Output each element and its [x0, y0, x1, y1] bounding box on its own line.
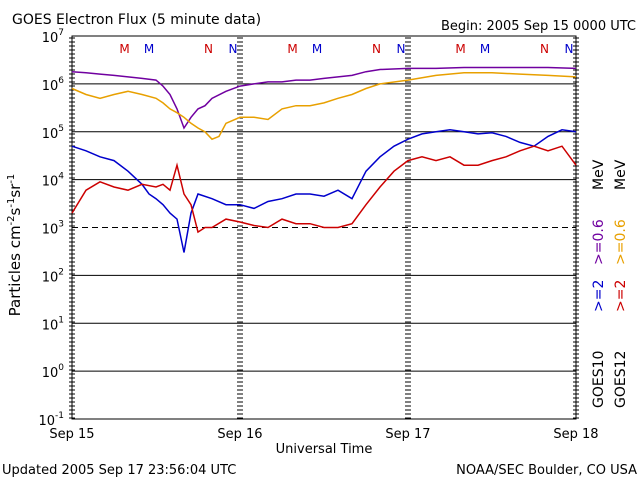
local-time-marker: N — [397, 42, 406, 56]
legend-goes10-06mev: >=0.6 — [591, 219, 607, 265]
legend-mev-1: MeV — [591, 159, 607, 190]
x-tick-label: Sep 18 — [553, 427, 598, 442]
x-tick-label: Sep 17 — [385, 427, 430, 442]
x-tick-label: Sep 15 — [49, 427, 94, 442]
local-time-marker: N — [204, 42, 213, 56]
local-time-marker: M — [312, 42, 322, 56]
local-time-marker: N — [565, 42, 574, 56]
x-axis-tick-labels: Sep 15 Sep 16 Sep 17 Sep 18 — [49, 427, 598, 442]
legend-mev-2: MeV — [613, 159, 629, 190]
legend-goes10-2mev: >=2 — [591, 280, 607, 312]
local-time-marker: M — [455, 42, 465, 56]
series-line-3 — [71, 145, 577, 234]
y-tick-label: 105 — [42, 124, 64, 142]
legend-goes12-06mev: >=0.6 — [613, 219, 629, 265]
local-time-marker: N — [229, 42, 238, 56]
updated-label: Updated 2005 Sep 17 23:56:04 UTC — [2, 463, 236, 478]
y-tick-label: 102 — [42, 267, 64, 285]
y-tick-label: 103 — [42, 220, 64, 238]
local-time-marker: N — [372, 42, 381, 56]
series-line-2 — [71, 129, 577, 253]
series-line-0 — [71, 66, 577, 130]
x-axis-label: Universal Time — [276, 442, 373, 457]
y-axis-label: Particles cm-2s-1sr-1 — [6, 174, 24, 317]
y-axis-tick-labels: 107 106 105 104 103 102 101 100 10-1 — [38, 28, 64, 429]
legend-goes12: GOES12 — [613, 351, 629, 408]
legend-right: >=2 >=0.6 MeV >=2 >=0.6 MeV GOES10 GOES1… — [591, 159, 629, 408]
y-axis-label-part-2: s — [6, 207, 24, 215]
y-axis-label-exp-3: -1 — [6, 174, 17, 184]
begin-label: Begin: 2005 Sep 15 0000 UTC — [441, 19, 636, 34]
y-tick-label: 100 — [42, 363, 65, 381]
y-tick-label: 104 — [42, 172, 65, 190]
y-axis-label-exp-1: -2 — [6, 215, 17, 225]
local-time-marker: M — [119, 42, 129, 56]
chart-title: GOES Electron Flux (5 minute data) — [12, 12, 261, 28]
local-time-marker: M — [144, 42, 154, 56]
local-time-marker: M — [287, 42, 297, 56]
day-divider-ticks — [69, 37, 579, 419]
y-tick-label: 10-1 — [38, 411, 64, 429]
local-time-marker: N — [540, 42, 549, 56]
series-line-1 — [71, 72, 577, 141]
horizontal-gridlines — [72, 83, 576, 372]
y-axis-label-exp-2: -1 — [6, 198, 17, 208]
y-axis-label-part-3: sr — [6, 183, 24, 198]
x-tick-label: Sep 16 — [217, 427, 262, 442]
source-label: NOAA/SEC Boulder, CO USA — [456, 463, 637, 478]
y-tick-label: 101 — [42, 315, 64, 333]
legend-goes12-2mev: >=2 — [613, 280, 629, 312]
legend-goes10: GOES10 — [591, 351, 607, 408]
series-layer — [71, 66, 577, 253]
y-axis-label-part-1: Particles cm — [6, 225, 24, 316]
y-tick-label: 107 — [42, 28, 64, 46]
y-tick-label: 106 — [42, 76, 65, 94]
local-time-marker: M — [480, 42, 490, 56]
